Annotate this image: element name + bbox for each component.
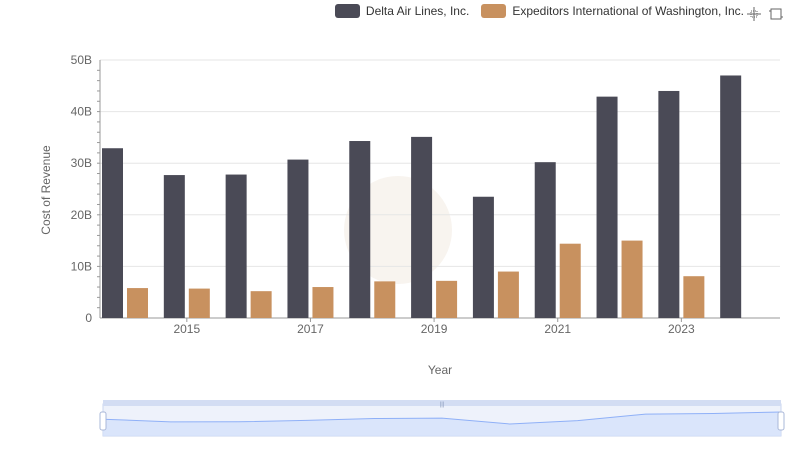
toolbox <box>746 6 784 22</box>
bar-delta-2022 <box>596 96 618 318</box>
bar-delta-2019 <box>411 136 433 318</box>
x-axis-title: Year <box>428 363 452 377</box>
bar-expeditors-2016 <box>250 291 272 318</box>
restore-icon[interactable] <box>768 6 784 22</box>
legend: Delta Air Lines, Inc. Expeditors Interna… <box>334 4 744 18</box>
y-tick-label: 30B <box>71 156 92 170</box>
bar-delta-2017 <box>287 159 309 318</box>
y-tick-label: 10B <box>71 259 92 273</box>
legend-swatch-delta <box>334 4 360 18</box>
y-tick-label: 50B <box>71 53 92 67</box>
y-axis-title: Cost of Revenue <box>39 145 53 235</box>
bar-delta-2024 <box>720 75 742 318</box>
bar-expeditors-2018 <box>374 281 396 318</box>
bar-expeditors-2023 <box>683 276 705 318</box>
bar-expeditors-2020 <box>497 271 519 318</box>
bar-delta-2015 <box>163 175 185 318</box>
x-tick-label: 2017 <box>297 322 324 336</box>
crosshair-zoom-icon[interactable] <box>746 6 762 22</box>
slider-handle-right[interactable] <box>777 411 785 431</box>
y-tick-label: 0 <box>85 311 92 325</box>
slider-line <box>102 411 782 425</box>
x-tick-label: 2015 <box>173 322 200 336</box>
bar-expeditors-2017 <box>312 287 334 318</box>
bar-expeditors-2019 <box>436 280 458 318</box>
legend-item-delta[interactable]: Delta Air Lines, Inc. <box>334 4 470 18</box>
bar-delta-2016 <box>225 174 247 318</box>
bar-expeditors-2014 <box>127 288 148 318</box>
bar-delta-2021 <box>534 162 556 318</box>
slider-handle-left[interactable] <box>99 411 107 431</box>
x-tick-label: 2021 <box>544 322 571 336</box>
x-tick-label: 2019 <box>421 322 448 336</box>
bar-delta-2014 <box>102 148 123 318</box>
bar-delta-2018 <box>349 141 371 318</box>
bar-expeditors-2015 <box>188 288 210 318</box>
slider-grip-icon: ||| <box>440 402 445 408</box>
bar-delta-2023 <box>658 90 680 319</box>
y-tick-label: 40B <box>71 105 92 119</box>
slider-top-bar <box>103 400 781 406</box>
slider-area <box>103 412 781 436</box>
bar-expeditors-2021 <box>559 243 581 318</box>
legend-swatch-expeditors <box>481 4 507 18</box>
legend-label-delta: Delta Air Lines, Inc. <box>365 4 470 18</box>
legend-label-expeditors: Expeditors International of Washington, … <box>512 4 744 18</box>
legend-item-expeditors[interactable]: Expeditors International of Washington, … <box>481 4 744 18</box>
bar-expeditors-2022 <box>621 240 643 318</box>
bar-delta-2020 <box>472 196 494 318</box>
y-tick-label: 20B <box>71 208 92 222</box>
x-tick-label: 2023 <box>668 322 695 336</box>
